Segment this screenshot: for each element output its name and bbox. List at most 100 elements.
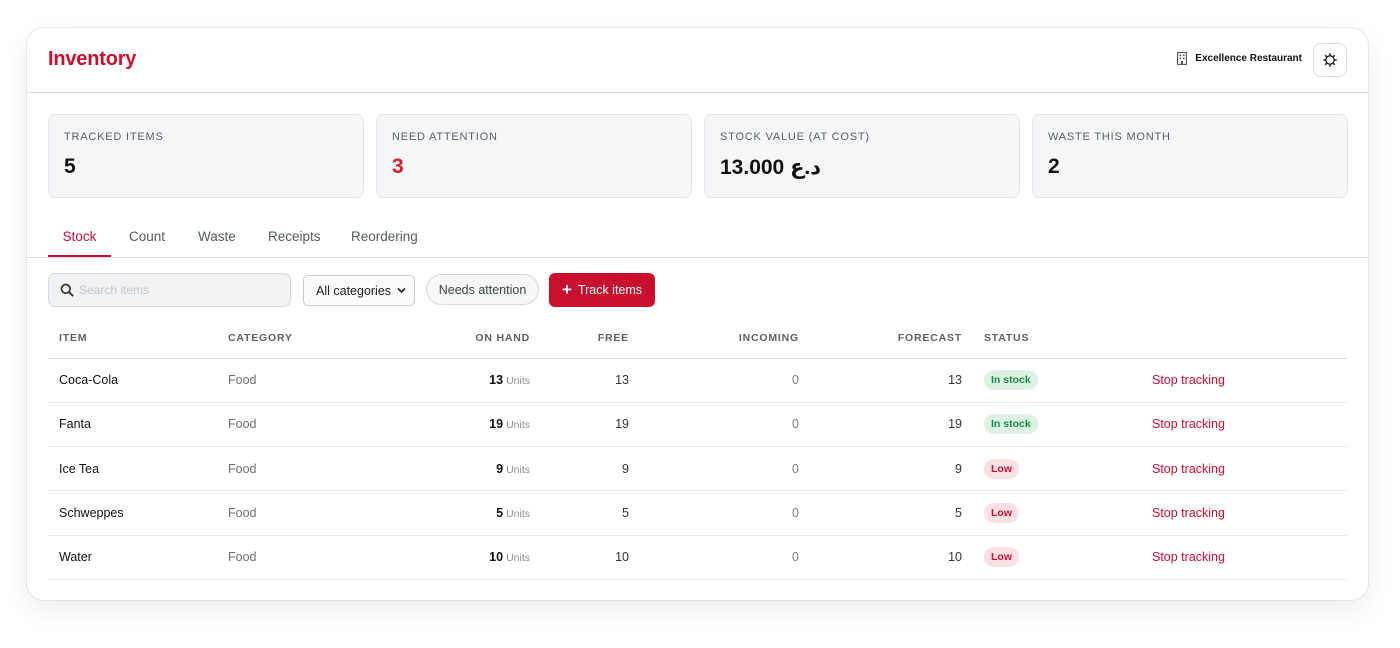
restaurant-name: Excellence Restaurant — [1195, 53, 1302, 64]
cell-actions: Stop tracking — [1141, 490, 1347, 536]
cell-status: Low — [973, 490, 1141, 536]
cell-incoming: 0 — [640, 358, 810, 403]
column-header-free: Free — [541, 318, 640, 359]
cell-category: Food — [217, 358, 377, 403]
search-input[interactable] — [79, 274, 284, 306]
cell-actions: Stop tracking — [1141, 535, 1347, 580]
stop-tracking-link[interactable]: Stop tracking — [1152, 506, 1225, 521]
inventory-card: Inventory Excellence Restaurant — [26, 27, 1369, 601]
table-row: Schweppes Food 5 Units 5 0 5 Low Stop tra… — [48, 490, 1347, 536]
cell-on-hand: 19 Units — [377, 402, 541, 448]
status-badge: Low — [984, 458, 1019, 479]
track-items-label: Track items — [577, 283, 643, 297]
on-hand-unit: Units — [506, 463, 530, 476]
cell-category: Food — [217, 446, 377, 492]
cell-forecast: 13 — [810, 358, 973, 403]
stop-tracking-link[interactable]: Stop tracking — [1152, 417, 1225, 432]
stat-need-attention: Need attention 3 — [376, 114, 692, 198]
column-header-actions — [1141, 318, 1347, 359]
status-badge: Low — [984, 503, 1019, 524]
cell-incoming: 0 — [640, 402, 810, 448]
stat-label: Tracked items — [64, 131, 164, 143]
search-box — [48, 273, 291, 307]
column-header-on-hand: On hand — [377, 318, 541, 359]
on-hand-unit: Units — [506, 419, 530, 432]
cell-on-hand: 10 Units — [377, 535, 541, 580]
cell-status: In stock — [973, 358, 1141, 403]
cell-forecast: 19 — [810, 402, 973, 448]
on-hand-unit: Units — [506, 508, 530, 521]
cell-actions: Stop tracking — [1141, 446, 1347, 492]
search-icon — [60, 283, 74, 297]
column-header-category: Category — [217, 318, 377, 359]
on-hand-unit: Units — [506, 552, 530, 565]
tab-bar: Stock Count Waste Receipts Reordering — [27, 218, 1368, 258]
page-title: Inventory — [48, 48, 137, 70]
stat-value: 3 — [392, 155, 404, 178]
needs-attention-filter[interactable]: Needs attention — [426, 274, 539, 305]
stop-tracking-link[interactable]: Stop tracking — [1152, 373, 1225, 388]
column-header-forecast: Forecast — [810, 318, 973, 359]
cell-status: Low — [973, 535, 1141, 580]
cell-category: Food — [217, 490, 377, 536]
on-hand-value: 5 — [496, 506, 504, 521]
stat-label: Stock value (at cost) — [720, 131, 870, 143]
cell-on-hand: 9 Units — [377, 446, 541, 492]
status-badge: Low — [984, 547, 1019, 568]
stat-value: 5 — [64, 155, 76, 178]
tab-receipts[interactable]: Receipts — [268, 229, 321, 244]
column-header-incoming: Incoming — [640, 318, 810, 359]
table-row: Fanta Food 19 Units 19 0 19 In stock Stop… — [48, 402, 1347, 448]
tab-stock[interactable]: Stock — [48, 218, 111, 257]
cell-incoming: 0 — [640, 490, 810, 536]
cell-incoming: 0 — [640, 535, 810, 580]
cell-incoming: 0 — [640, 446, 810, 492]
stop-tracking-link[interactable]: Stop tracking — [1152, 461, 1225, 476]
cell-item: Coca-Cola — [48, 358, 217, 403]
on-hand-unit: Units — [506, 375, 530, 388]
column-header-status: Status — [973, 318, 1141, 359]
table-row: Ice Tea Food 9 Units 9 0 9 Low Stop track… — [48, 446, 1347, 492]
inventory-table: Item Category On hand Free Incoming Fore… — [48, 318, 1347, 580]
category-select[interactable]: All categories — [303, 275, 415, 306]
cell-item: Water — [48, 535, 217, 580]
category-select-value: All categories — [316, 284, 392, 298]
tab-waste[interactable]: Waste — [198, 229, 236, 244]
cell-status: In stock — [973, 402, 1141, 448]
column-header-item: Item — [48, 318, 217, 359]
stat-stock-value: Stock value (at cost) 13.000 د.ع — [704, 114, 1020, 198]
stat-tracked-items: Tracked items 5 — [48, 114, 364, 198]
building-icon — [1177, 52, 1188, 65]
chevron-down-icon — [397, 287, 406, 294]
table-row: Coca-Cola Food 13 Units 13 0 13 In stock … — [48, 358, 1347, 403]
cell-free: 9 — [541, 446, 640, 492]
cell-forecast: 9 — [810, 446, 973, 492]
plus-icon: + — [561, 279, 572, 299]
cell-on-hand: 13 Units — [377, 358, 541, 403]
table-row: Water Food 10 Units 10 0 10 Low Stop trac… — [48, 535, 1347, 580]
cell-item: Ice Tea — [48, 446, 217, 492]
cell-free: 19 — [541, 402, 640, 448]
stat-waste-this-month: Waste this month 2 — [1032, 114, 1348, 198]
status-badge: In stock — [984, 414, 1038, 435]
cell-forecast: 5 — [810, 490, 973, 536]
tab-count[interactable]: Count — [129, 229, 166, 244]
cell-item: Schweppes — [48, 490, 217, 536]
stat-value: 13.000 د.ع — [720, 156, 822, 179]
settings-button[interactable] — [1313, 43, 1347, 77]
cell-item: Fanta — [48, 402, 217, 448]
stop-tracking-link[interactable]: Stop tracking — [1152, 550, 1225, 565]
on-hand-value: 19 — [489, 417, 504, 432]
filter-toolbar: All categories Needs attention + Track i… — [48, 273, 668, 307]
stat-label: Need attention — [392, 131, 498, 143]
restaurant-selector[interactable]: Excellence Restaurant — [1177, 52, 1302, 65]
on-hand-value: 10 — [489, 550, 504, 565]
cell-actions: Stop tracking — [1141, 358, 1347, 403]
gear-icon — [1323, 53, 1337, 67]
cell-status: Low — [973, 446, 1141, 492]
tab-reordering[interactable]: Reordering — [351, 229, 418, 244]
on-hand-value: 13 — [489, 373, 504, 388]
track-items-button[interactable]: + Track items — [549, 273, 655, 307]
cell-forecast: 10 — [810, 535, 973, 580]
cell-on-hand: 5 Units — [377, 490, 541, 536]
